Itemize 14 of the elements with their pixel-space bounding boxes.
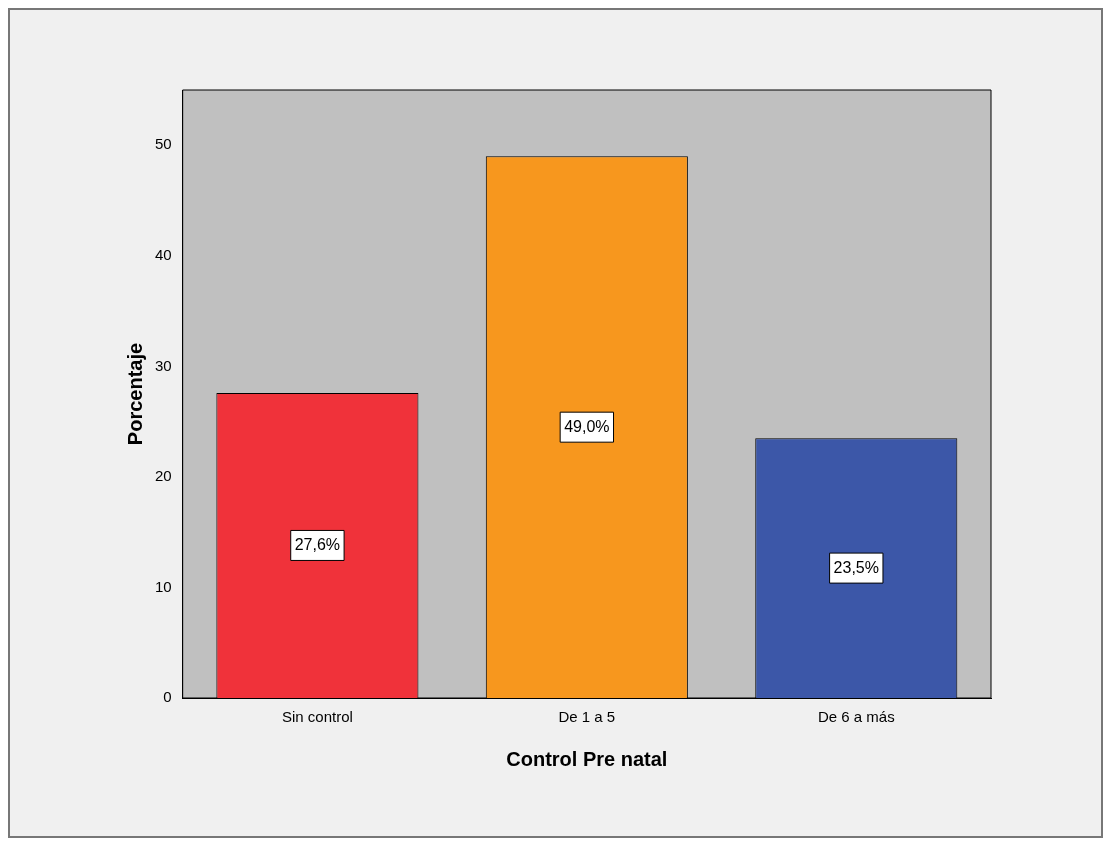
y-tick-label: 0 — [163, 688, 172, 706]
data-label: 23,5% — [833, 558, 879, 576]
y-tick-label: 50 — [155, 135, 172, 153]
y-tick-label: 40 — [155, 245, 172, 263]
x-tick-label: De 1 a 5 — [558, 708, 616, 726]
y-tick-label: 30 — [155, 356, 172, 374]
x-tick-label: De 6 a más — [817, 708, 895, 726]
data-label: 27,6% — [294, 535, 341, 553]
x-tick-label: Sin control — [281, 708, 353, 726]
x-axis-title: Control Pre natal — [506, 747, 668, 770]
y-tick-label: 10 — [155, 577, 172, 595]
y-axis-title: Porcentaje — [123, 342, 146, 446]
data-label: 49,0% — [564, 417, 610, 435]
y-tick-label: 20 — [155, 467, 172, 485]
